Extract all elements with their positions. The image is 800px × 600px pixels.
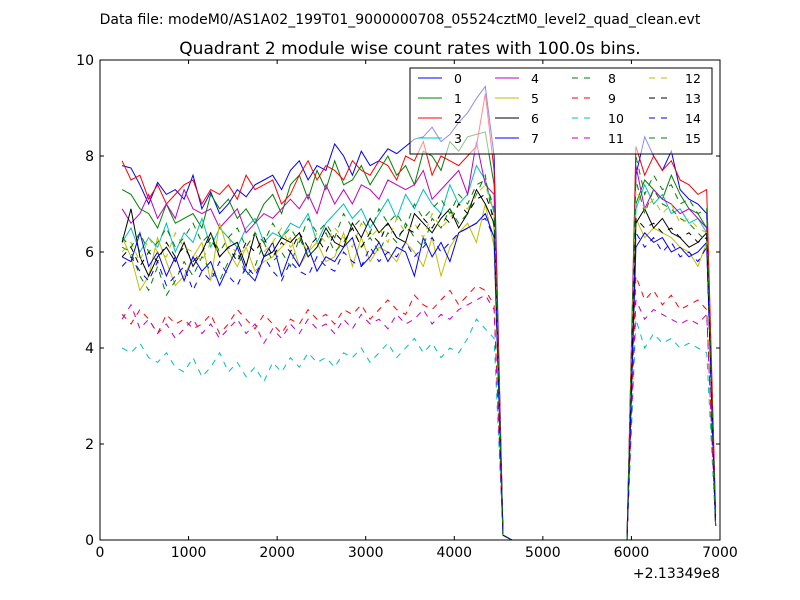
- x-tick-label: 4000: [436, 545, 472, 561]
- series-line-8: [121, 173, 717, 541]
- legend-label-7: 7: [531, 131, 539, 146]
- axes-frame: [99, 59, 721, 541]
- x-offset-label: +2.13349e8: [633, 566, 720, 582]
- x-tick-label: 2000: [259, 545, 295, 561]
- legend-label-2: 2: [454, 111, 462, 126]
- series-line-13: [121, 193, 717, 541]
- legend-label-9: 9: [608, 91, 616, 106]
- chart-title: Quadrant 2 module wise count rates with …: [179, 39, 640, 59]
- series-line-11: [121, 294, 717, 541]
- x-tick-label: 3000: [348, 545, 384, 561]
- legend-label-1: 1: [454, 91, 462, 106]
- legend-label-13: 13: [685, 91, 701, 106]
- legend-label-10: 10: [608, 111, 624, 126]
- x-tick-label: 6000: [614, 545, 650, 561]
- legend-box: [409, 67, 713, 155]
- x-tick-label: 0: [96, 545, 105, 561]
- x-tick-label: 1000: [171, 545, 207, 561]
- y-tick-label: 8: [85, 149, 94, 165]
- y-tick-label: 0: [85, 533, 94, 549]
- legend-label-5: 5: [531, 91, 539, 106]
- legend-label-14: 14: [685, 111, 701, 126]
- y-tick-label: 4: [85, 341, 94, 357]
- legend-label-8: 8: [608, 71, 616, 86]
- legend-label-3: 3: [454, 131, 462, 146]
- y-tick-label: 6: [85, 245, 94, 261]
- y-tick-label: 10: [76, 53, 94, 69]
- legend-label-6: 6: [531, 111, 539, 126]
- legend-label-12: 12: [685, 71, 701, 86]
- legend-label-15: 15: [685, 131, 701, 146]
- x-tick-label: 5000: [525, 545, 561, 561]
- legend-label-4: 4: [531, 71, 539, 86]
- y-tick-label: 2: [85, 437, 94, 453]
- chart-suptitle: Data file: modeM0/AS1A02_199T01_90000007…: [100, 12, 701, 28]
- x-tick-label: 7000: [702, 545, 738, 561]
- legend-label-11: 11: [608, 131, 624, 146]
- legend-label-0: 0: [454, 71, 462, 86]
